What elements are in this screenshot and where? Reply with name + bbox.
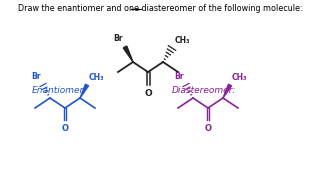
Text: Draw the enantiomer and one diastereomer of the following molecule:: Draw the enantiomer and one diastereomer… <box>18 4 302 13</box>
Text: O: O <box>204 124 212 133</box>
Text: O: O <box>61 124 68 133</box>
Text: CH₃: CH₃ <box>175 36 190 45</box>
Text: Enantiomer:: Enantiomer: <box>32 86 87 95</box>
Text: CH₃: CH₃ <box>89 73 105 82</box>
Text: Br: Br <box>31 72 41 81</box>
Polygon shape <box>223 84 232 98</box>
Text: Br: Br <box>174 72 184 81</box>
Text: O: O <box>144 89 152 98</box>
Text: Br: Br <box>114 34 123 43</box>
Polygon shape <box>123 46 133 62</box>
Text: CH₃: CH₃ <box>232 73 247 82</box>
Polygon shape <box>80 84 89 98</box>
Text: Diastereomer:: Diastereomer: <box>172 86 236 95</box>
